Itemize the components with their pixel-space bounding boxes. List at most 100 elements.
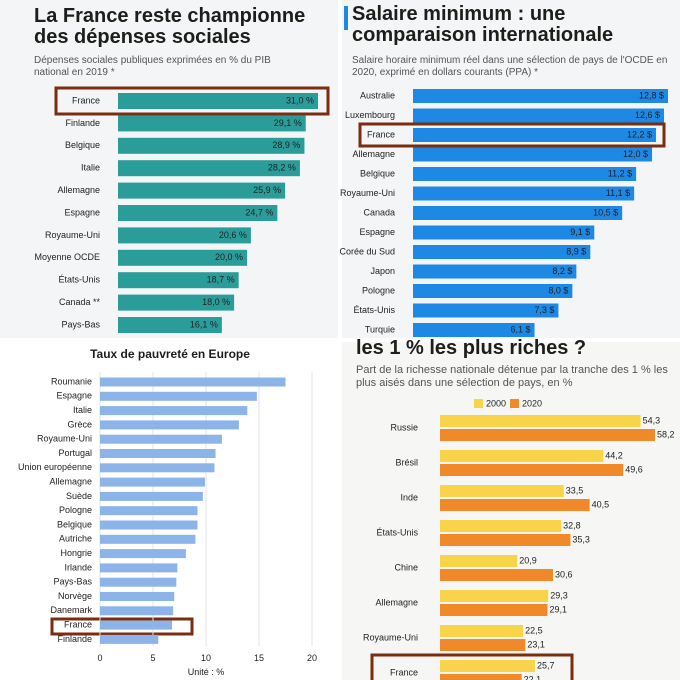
bar	[440, 485, 564, 497]
value-label: 8,9 $	[566, 246, 586, 256]
bar	[100, 463, 215, 473]
bar	[440, 660, 535, 672]
value-label: 12,8 $	[639, 90, 664, 100]
y-tick-label: Pologne	[59, 505, 92, 515]
bar	[413, 206, 623, 220]
bar	[440, 625, 524, 637]
y-tick-label: Pays-Bas	[61, 319, 100, 329]
y-tick-label: Royaume-Uni	[37, 434, 92, 444]
chart-subtitle: Salaire horaire minimum réel dans une sé…	[352, 55, 668, 78]
bar	[118, 93, 318, 109]
bar	[118, 294, 235, 311]
value-label: 25,9 %	[253, 185, 281, 195]
y-tick-label: Espagne	[64, 207, 100, 217]
y-tick-label: Turquie	[365, 324, 395, 334]
y-tick-label: Allemagne	[57, 185, 100, 195]
y-tick-label: France	[390, 667, 418, 677]
value-label: 30,6	[555, 569, 573, 579]
bar	[413, 128, 657, 142]
bar	[118, 272, 239, 289]
value-label: 33,5	[566, 485, 584, 495]
chart-subtitle: Dépenses sociales publiques exprimées en…	[34, 55, 271, 78]
bar	[100, 391, 257, 401]
value-label: 49,6	[625, 464, 643, 474]
bar	[440, 639, 526, 651]
value-label: 18,0 %	[202, 297, 230, 307]
bar	[440, 534, 571, 546]
y-tick-label: Danemark	[50, 605, 92, 615]
value-label: 58,2	[657, 429, 675, 439]
y-tick-label: Belgique	[360, 168, 395, 178]
legend-label: 2000	[486, 398, 506, 408]
legend-label: 2020	[522, 398, 542, 408]
bar	[100, 491, 203, 501]
bar	[440, 674, 522, 680]
y-tick-label: Pologne	[362, 285, 395, 295]
y-tick-label: Pays-Bas	[53, 577, 92, 587]
x-tick-label: 20	[307, 653, 317, 663]
bar	[100, 577, 177, 587]
y-tick-label: Norvège	[58, 591, 92, 601]
value-label: 20,0 %	[215, 252, 243, 262]
x-tick-label: 5	[150, 653, 155, 663]
bar	[100, 534, 196, 544]
value-label: 22,1	[524, 674, 542, 680]
bar	[100, 434, 222, 444]
y-tick-label: Russie	[390, 422, 418, 432]
highlight	[358, 122, 666, 148]
y-tick-label: Royaume-Uni	[363, 632, 418, 642]
chart-title: les 1 % les plus riches ?	[356, 337, 587, 359]
y-tick-label: Allemagne	[352, 149, 395, 159]
y-tick-label: Japon	[370, 266, 395, 276]
legend-swatch	[474, 399, 483, 408]
bar	[440, 604, 548, 616]
y-tick-label: Portugal	[58, 448, 92, 458]
bar	[100, 420, 239, 430]
bar	[413, 108, 665, 123]
value-label: 22,5	[525, 625, 543, 635]
y-tick-label: États-Unis	[58, 275, 100, 285]
value-label: 7,3 $	[534, 305, 554, 315]
bar	[440, 450, 604, 462]
y-tick-label: Union européenne	[18, 462, 92, 472]
y-tick-label: Espagne	[56, 391, 92, 401]
bar	[413, 303, 559, 318]
value-label: 25,7	[537, 660, 555, 670]
x-axis-label: Unité : %	[188, 667, 225, 677]
y-tick-label: Corée du Sud	[339, 246, 395, 256]
bar	[413, 186, 635, 201]
y-tick-label: Belgique	[65, 140, 100, 150]
value-label: 10,5 $	[593, 207, 618, 217]
value-label: 20,6 %	[219, 230, 247, 240]
chart-title: La France reste championne des dépenses …	[34, 5, 306, 48]
y-tick-label: Finlande	[65, 118, 100, 128]
bar	[100, 406, 248, 416]
value-label: 23,1	[527, 639, 545, 649]
y-tick-label: France	[72, 95, 100, 105]
y-tick-label: Hongrie	[60, 548, 92, 558]
value-label: 29,1	[550, 604, 568, 614]
y-tick-label: Brésil	[395, 457, 418, 467]
highlight	[370, 653, 574, 680]
bar	[413, 167, 637, 181]
value-label: 12,0 $	[623, 149, 648, 159]
bar	[100, 563, 178, 573]
y-tick-label: Irlande	[64, 562, 92, 572]
bar	[118, 137, 305, 154]
highlight	[54, 86, 330, 116]
value-label: 40,5	[592, 499, 610, 509]
y-tick-label: Inde	[400, 492, 418, 502]
bar	[440, 520, 562, 532]
legend-swatch	[510, 399, 519, 408]
bar	[100, 620, 173, 630]
bar	[100, 377, 286, 387]
value-label: 28,9 %	[272, 140, 300, 150]
value-label: 44,2	[605, 450, 623, 460]
highlight	[50, 617, 194, 636]
y-tick-label: Royaume-Uni	[45, 230, 100, 240]
x-tick-label: 0	[97, 653, 102, 663]
value-label: 16,1 %	[190, 319, 218, 329]
bar	[118, 227, 251, 244]
